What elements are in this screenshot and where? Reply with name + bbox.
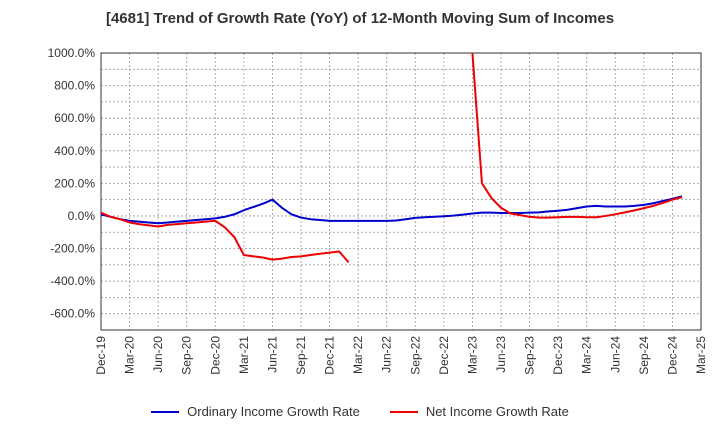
chart-svg: 1000.0% 800.0% 600.0% 400.0% 200.0% 0.0% -200.… (48, 46, 708, 375)
x-tick-label: Mar-20 (123, 336, 137, 374)
x-tick-label: Sep-21 (294, 336, 308, 375)
x-tick-label: Jun-20 (151, 336, 165, 373)
legend-swatch-ordinary (151, 410, 180, 413)
legend-item-ordinary: Ordinary Income Growth Rate (151, 404, 360, 419)
plot-area (100, 52, 702, 331)
y-tick-label: -400.0% (50, 274, 95, 288)
x-tick-label: Jun-21 (265, 336, 279, 373)
x-tick-label: Jun-22 (380, 336, 394, 373)
y-tick-label: 200.0% (54, 176, 95, 190)
x-tick-label: Dec-21 (323, 336, 337, 375)
y-tick-label: 800.0% (54, 79, 95, 93)
legend-label-ordinary: Ordinary Income Growth Rate (187, 404, 360, 419)
x-tick-label: Mar-23 (465, 336, 479, 374)
x-tick-label: Sep-22 (408, 336, 422, 375)
series-line-1 (101, 211, 350, 264)
y-tick-label: -200.0% (50, 242, 95, 256)
legend-label-net: Net Income Growth Rate (425, 404, 569, 419)
y-axis-ticks: 1000.0% 800.0% 600.0% 400.0% 200.0% 0.0% -200.… (48, 46, 96, 321)
y-tick-label: 400.0% (54, 144, 95, 158)
x-tick-label: Sep-24 (637, 336, 651, 375)
x-tick-label: Dec-19 (94, 336, 108, 375)
series-line-1 (471, 53, 683, 219)
x-tick-label: Jun-24 (608, 336, 622, 373)
x-tick-label: Dec-23 (551, 336, 565, 375)
x-tick-label: Mar-22 (351, 336, 365, 374)
x-tick-label: Mar-21 (237, 336, 251, 374)
y-tick-label: 1000.0% (48, 46, 96, 60)
x-tick-label: Mar-24 (580, 336, 594, 374)
y-tick-label: 0.0% (68, 209, 96, 223)
legend-item-net: Net Income Growth Rate (389, 404, 569, 419)
x-tick-label: Jun-23 (494, 336, 508, 373)
series-layer (101, 53, 683, 264)
x-tick-label: Sep-20 (180, 336, 194, 375)
x-tick-label: Sep-23 (523, 336, 537, 375)
x-tick-label: Dec-22 (437, 336, 451, 375)
x-tick-label: Dec-20 (208, 336, 222, 375)
chart-title: [4681] Trend of Growth Rate (YoY) of 12-… (105, 10, 615, 27)
x-tick-label: Dec-24 (665, 336, 679, 375)
series-line-0 (101, 195, 683, 225)
y-tick-label: 600.0% (54, 111, 95, 125)
grid-layer (101, 53, 701, 330)
legend: Ordinary Income Growth Rate Net Income G… (0, 404, 720, 419)
legend-swatch-net (389, 410, 418, 413)
x-tick-label: Mar-25 (694, 336, 708, 374)
x-axis-ticks: Dec-19 Mar-20 Jun-20 Sep-20 Dec-20 Mar-21 Jun-… (94, 336, 708, 375)
y-tick-label: -600.0% (50, 307, 95, 321)
